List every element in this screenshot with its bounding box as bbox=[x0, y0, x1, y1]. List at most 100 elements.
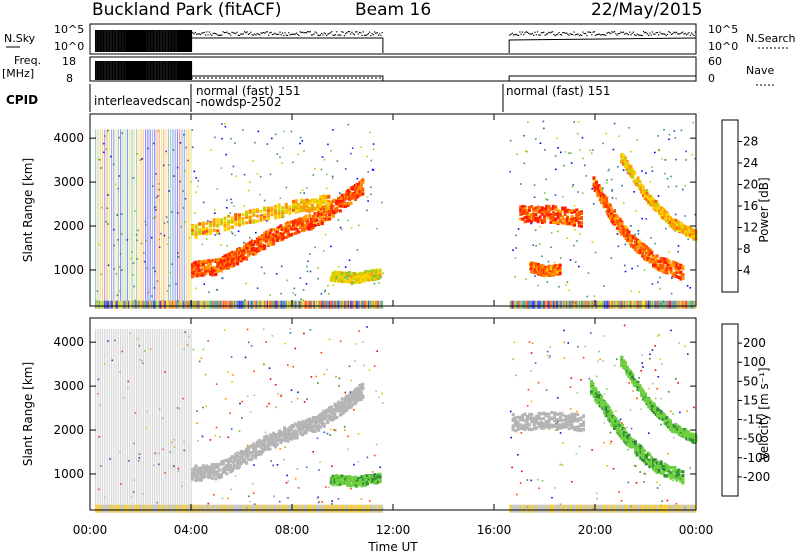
band-cell bbox=[201, 272, 205, 275]
scatter-cell bbox=[668, 250, 670, 253]
scatter-cell bbox=[358, 330, 360, 332]
scatter-cell bbox=[337, 498, 340, 500]
band-cell bbox=[360, 273, 364, 276]
scatter-cell bbox=[137, 337, 139, 340]
freq-bar bbox=[117, 61, 120, 80]
ground-scatter bbox=[138, 300, 140, 309]
scatter-cell bbox=[672, 479, 674, 482]
scatter-cell bbox=[275, 406, 277, 409]
band-cell bbox=[632, 180, 636, 184]
ground-scatter bbox=[563, 300, 565, 309]
band-cell bbox=[652, 255, 655, 259]
band-cell bbox=[277, 206, 281, 210]
band-cell bbox=[566, 209, 569, 213]
scatter-cell bbox=[269, 173, 272, 176]
scatter-cell bbox=[554, 194, 557, 196]
scatter-cell bbox=[609, 443, 612, 445]
scatter-cell bbox=[168, 236, 170, 239]
band-cell bbox=[553, 272, 557, 276]
band-cell bbox=[641, 247, 645, 251]
scatter-cell bbox=[510, 436, 512, 439]
band-cell bbox=[272, 227, 276, 231]
band-cell bbox=[191, 266, 194, 270]
ground-scatter bbox=[653, 300, 655, 309]
scatter-cell bbox=[286, 474, 288, 477]
scatter-cell bbox=[191, 129, 193, 131]
scatter-cell bbox=[515, 374, 517, 377]
scatter-cell bbox=[350, 227, 353, 229]
band-cell bbox=[288, 221, 292, 225]
band-cell bbox=[615, 215, 619, 219]
ground-scatter bbox=[237, 300, 240, 309]
band-cell bbox=[358, 280, 362, 284]
band-cell bbox=[655, 267, 659, 271]
nsky-bar bbox=[166, 30, 168, 52]
scatter-cell bbox=[331, 465, 333, 467]
band-cell bbox=[667, 262, 671, 266]
ground-scatter bbox=[185, 300, 188, 309]
band-cell bbox=[575, 208, 579, 212]
band-cell bbox=[288, 428, 292, 432]
band-cell bbox=[659, 215, 663, 219]
scatter-cell bbox=[315, 375, 317, 378]
ground-scatter bbox=[603, 300, 606, 309]
band-cell bbox=[194, 224, 198, 228]
ground-scatter bbox=[560, 300, 563, 309]
band-cell bbox=[292, 225, 295, 229]
band-cell bbox=[234, 465, 238, 468]
band-cell bbox=[284, 228, 288, 232]
scatter-cell bbox=[574, 261, 577, 263]
ground-scatter bbox=[119, 300, 121, 309]
band-cell bbox=[245, 216, 249, 220]
nsky-dot bbox=[326, 34, 328, 36]
ground-scatter bbox=[299, 300, 302, 309]
band-cell bbox=[266, 232, 270, 236]
scatter-cell bbox=[303, 192, 305, 194]
nsearch-tick-top: 10^5 bbox=[708, 23, 738, 36]
scatter-cell bbox=[649, 358, 651, 360]
nsky-dot bbox=[263, 32, 265, 34]
scatter-cell bbox=[339, 340, 342, 342]
band-cell bbox=[196, 468, 200, 472]
scatter-cell bbox=[263, 363, 265, 366]
ground-scatter bbox=[343, 300, 346, 309]
scatter-cell bbox=[105, 148, 107, 150]
band-cell bbox=[302, 199, 306, 203]
ground-scatter bbox=[660, 300, 663, 309]
ground-scatter bbox=[366, 300, 368, 309]
nsky-dot bbox=[304, 32, 306, 34]
scan-streak bbox=[176, 129, 179, 301]
band-cell bbox=[538, 215, 542, 219]
band-cell bbox=[288, 434, 292, 438]
band-cell bbox=[331, 275, 335, 279]
nsky-dot bbox=[213, 32, 215, 34]
band-cell bbox=[361, 187, 365, 191]
band-cell bbox=[316, 201, 320, 205]
scatter-cell bbox=[119, 290, 121, 292]
nsky-dot bbox=[607, 31, 609, 33]
scatter-cell bbox=[163, 222, 166, 225]
scatter-cell bbox=[192, 348, 195, 351]
band-cell bbox=[598, 198, 602, 202]
band-cell bbox=[545, 213, 549, 217]
band-cell bbox=[263, 246, 267, 250]
scatter-cell bbox=[657, 195, 660, 197]
ground-scatter bbox=[352, 300, 355, 309]
scatter-cell bbox=[323, 290, 326, 293]
ground-scatter bbox=[543, 300, 545, 309]
ground-scatter bbox=[519, 300, 521, 309]
scatter-cell bbox=[608, 168, 610, 171]
scatter-cell bbox=[234, 142, 236, 144]
band-cell bbox=[365, 278, 369, 282]
nsky-dot bbox=[567, 33, 569, 35]
nsky-dot bbox=[659, 31, 661, 33]
band-cell bbox=[661, 216, 665, 220]
y-tick-label: 3000 bbox=[53, 175, 84, 189]
band-cell bbox=[219, 258, 223, 262]
scatter-cell bbox=[603, 441, 605, 444]
band-cell bbox=[293, 422, 297, 426]
band-cell bbox=[536, 210, 540, 214]
nsky-dot bbox=[592, 31, 594, 33]
ground-scatter bbox=[377, 300, 380, 309]
